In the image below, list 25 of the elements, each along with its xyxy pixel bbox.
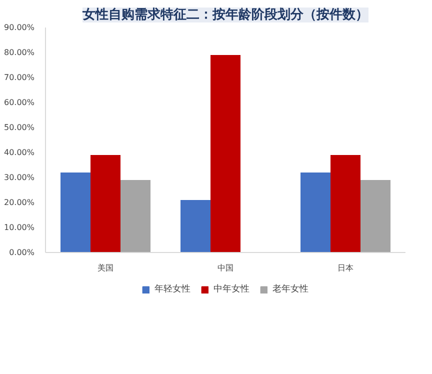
bar <box>60 172 90 252</box>
bar <box>330 155 360 252</box>
y-tick-label: 90.00% <box>4 23 35 32</box>
y-tick-label: 40.00% <box>4 148 35 157</box>
y-tick-label: 30.00% <box>4 173 35 182</box>
y-tick-label: 80.00% <box>4 48 35 57</box>
bar <box>360 180 390 252</box>
bar <box>300 172 330 252</box>
bar <box>90 155 120 252</box>
y-tick-label: 0.00% <box>9 248 35 257</box>
legend-label: 老年女性 <box>272 283 308 296</box>
y-tick-label: 50.00% <box>4 123 35 132</box>
y-tick-label: 70.00% <box>4 73 35 82</box>
y-tick-label: 60.00% <box>4 98 35 107</box>
legend-label: 中年女性 <box>214 283 250 296</box>
x-tick-label: 中国 <box>218 264 234 272</box>
chart-title: 女性自购需求特征二：按年龄阶段划分（按件数） <box>82 6 368 22</box>
legend-label: 年轻女性 <box>154 283 190 296</box>
y-tick-label: 20.00% <box>4 198 35 207</box>
x-tick-label: 日本 <box>338 264 354 272</box>
bar <box>210 55 240 252</box>
y-tick-label: 10.00% <box>4 223 35 232</box>
bar <box>180 200 210 252</box>
bar <box>120 180 150 252</box>
x-tick-label: 美国 <box>98 264 114 272</box>
